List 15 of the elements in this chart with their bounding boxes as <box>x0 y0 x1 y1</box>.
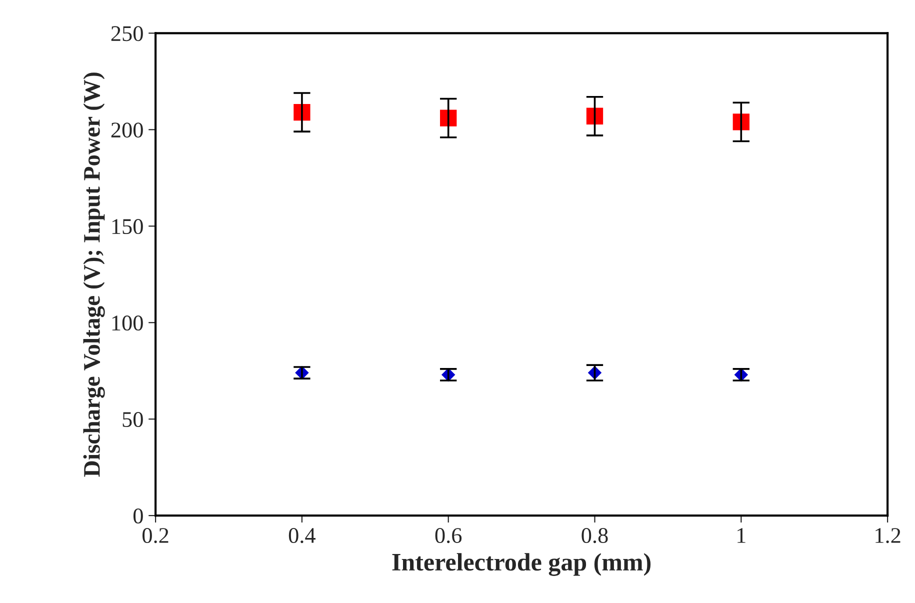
point <box>586 108 604 124</box>
x-tick-label: 0.4 <box>288 528 316 544</box>
y-tick-label: 150 <box>112 219 143 234</box>
y-tick-label: 200 <box>111 122 143 138</box>
x-tick-label: 1 <box>738 528 746 543</box>
x-tick-label: 1.2 <box>876 528 900 544</box>
x-tick-label: 0.2 <box>142 528 168 544</box>
x-axis-title: Interelectrode gap (mm) <box>392 553 651 576</box>
y-tick-label: 250 <box>111 26 143 42</box>
x-tick-label: 0.6 <box>435 528 462 544</box>
y-tick-label: 50 <box>122 412 143 428</box>
y-axis-title: Discharge Voltage (V); Input Power (W) <box>83 72 105 477</box>
y-tick-label: 100 <box>112 316 143 331</box>
y-tick-label: 0 <box>133 508 143 524</box>
x-tick-label: 0.8 <box>582 528 608 544</box>
